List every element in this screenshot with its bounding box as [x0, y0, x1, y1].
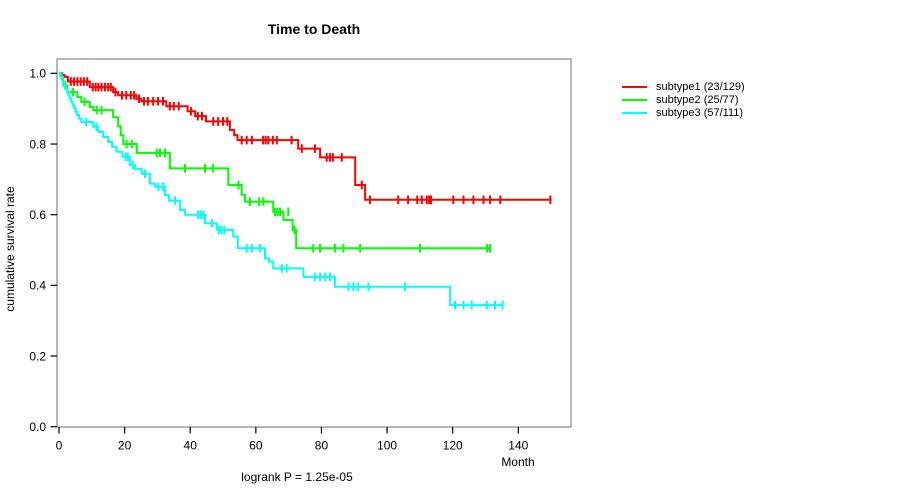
plot-box [56, 58, 572, 428]
legend-item-subtype2: subtype2 (25/77) [622, 93, 745, 106]
x-axis-tick-label-100: 100 [377, 439, 397, 453]
logrank-annotation: logrank P = 1.25e-05 [241, 470, 353, 484]
legend-line-subtype2 [622, 99, 647, 102]
y-axis-tick-label-0.8: 0.8 [29, 137, 46, 151]
x-axis-tick-label-20: 20 [118, 439, 132, 453]
legend-label-subtype3: subtype3 (57/111) [656, 107, 744, 120]
survival-curve-subtype1 [59, 72, 552, 201]
legend-item-subtype1: subtype1 (23/129) [622, 80, 745, 93]
survival-curve-subtype3 [59, 72, 504, 307]
y-axis-tick-label-1: 1.0 [29, 67, 46, 81]
x-axis-tick-label-60: 60 [249, 439, 263, 453]
x-axis-label: Month [501, 455, 535, 469]
chart-title: Time to Death [267, 21, 361, 37]
legend-line-subtype3 [622, 112, 647, 115]
legend: subtype1 (23/129) subtype2 (25/77) subtype… [622, 80, 745, 120]
legend-item-subtype3: subtype3 (57/111) [622, 107, 745, 120]
legend-label-subtype2: subtype2 (25/77) [656, 94, 739, 107]
y-axis-tick-label-0.4: 0.4 [29, 279, 46, 293]
x-axis-tick-label-120: 120 [443, 439, 463, 453]
survival-curve-subtype2 [59, 72, 491, 250]
legend-label-subtype1: subtype1 (23/129) [656, 80, 745, 93]
x-axis-tick-label-80: 80 [315, 439, 329, 453]
y-axis-tick-label-0: 0.0 [29, 420, 46, 434]
x-axis-tick-label-40: 40 [184, 439, 198, 453]
x-axis-tick-label-140: 140 [508, 439, 528, 453]
x-axis-tick-label-0: 0 [56, 439, 63, 453]
y-axis-tick-label-0.2: 0.2 [29, 349, 46, 363]
y-axis-tick-label-0.6: 0.6 [29, 208, 46, 222]
legend-line-subtype1 [622, 85, 647, 88]
